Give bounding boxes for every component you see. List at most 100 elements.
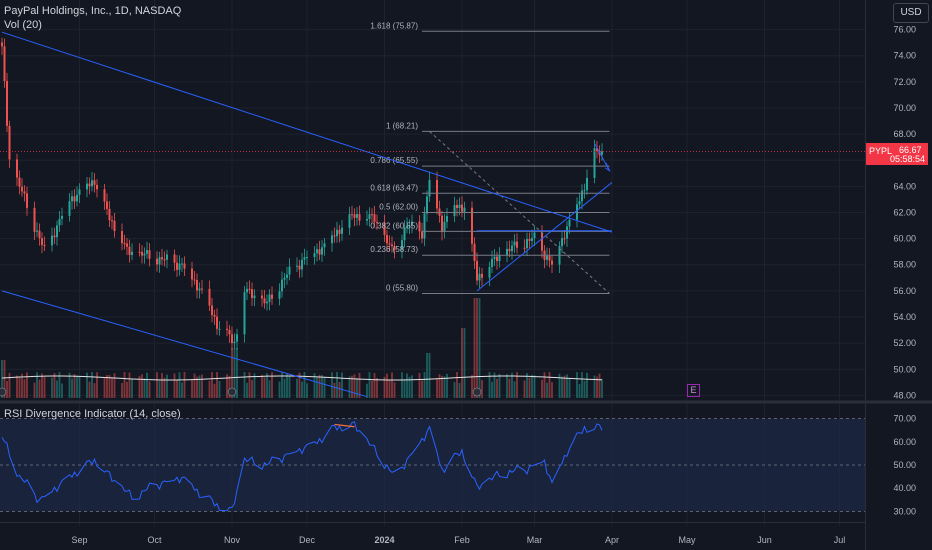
candle-body xyxy=(586,177,588,191)
volume-bar xyxy=(216,372,218,398)
rsi-axis-label: 40.00 xyxy=(893,483,916,493)
volume-bar xyxy=(336,372,338,398)
time-axis-label: Oct xyxy=(147,535,162,545)
volume-bar xyxy=(388,379,391,398)
candle-body xyxy=(463,207,466,212)
candle-body xyxy=(106,201,108,209)
candle-body xyxy=(211,305,213,316)
volume-bar xyxy=(166,374,168,398)
candle-body xyxy=(86,183,88,190)
volume-bar xyxy=(53,373,56,398)
candle-body xyxy=(68,201,71,216)
volume-bar xyxy=(183,372,186,398)
volume-bar xyxy=(158,380,161,398)
volume-bar xyxy=(428,353,431,398)
candle-body xyxy=(411,221,413,226)
candle-body xyxy=(523,247,526,249)
volume-bar xyxy=(43,376,46,398)
volume-bar xyxy=(478,298,481,398)
candle-body xyxy=(471,207,473,244)
candle-body xyxy=(341,227,343,234)
volume-bar xyxy=(263,377,266,398)
volume-bar xyxy=(228,375,231,398)
volume-bar xyxy=(316,377,318,398)
price-axis-label: 68.00 xyxy=(893,129,916,139)
candle-body xyxy=(323,243,326,248)
volume-bar xyxy=(418,373,421,398)
volume-bar xyxy=(196,376,198,398)
volume-bar xyxy=(438,374,441,398)
volume-bar xyxy=(131,378,133,398)
candle-body xyxy=(478,273,481,281)
candle-body xyxy=(338,229,341,234)
candle-body xyxy=(128,246,131,255)
time-axis-label: 2024 xyxy=(374,535,394,545)
volume-bar xyxy=(248,372,251,398)
candle-body xyxy=(436,179,438,209)
candle-body xyxy=(531,238,533,241)
volume-bar xyxy=(128,372,131,398)
candle-body xyxy=(158,257,161,265)
candle-body xyxy=(333,235,336,237)
candle-body xyxy=(318,249,321,255)
volume-bar xyxy=(333,382,336,398)
volume-bar xyxy=(21,373,23,398)
volume-bar xyxy=(491,381,493,398)
candle-body xyxy=(36,230,38,232)
currency-button[interactable]: USD xyxy=(893,3,929,23)
price-countdown: 05:58:54 xyxy=(890,154,926,164)
volume-bar xyxy=(558,373,561,398)
volume-bar xyxy=(93,383,96,398)
volume-bar xyxy=(546,382,548,398)
earnings-marker[interactable]: E xyxy=(687,384,700,397)
rsi-pane xyxy=(0,418,865,512)
candle-body xyxy=(406,225,408,228)
volume-bar xyxy=(6,380,8,398)
volume-bar xyxy=(321,375,323,398)
volume-bar xyxy=(271,372,273,398)
volume-bar xyxy=(121,383,123,398)
candle-body xyxy=(476,260,478,281)
volume-bar xyxy=(578,383,581,398)
candle-body xyxy=(76,194,78,202)
candle-body xyxy=(148,250,151,259)
volume-bar xyxy=(268,380,271,398)
rsi-legend: RSI Divergence Indicator (14, close) xyxy=(4,408,181,420)
candle-body xyxy=(56,225,58,238)
volume-bar xyxy=(23,379,26,398)
projection-arrowhead xyxy=(605,162,611,173)
volume-bar xyxy=(213,383,216,398)
rsi-axis-label: 50.00 xyxy=(893,460,916,470)
candle-body xyxy=(103,189,106,202)
volume-bar xyxy=(173,373,176,398)
candle-body xyxy=(123,243,126,245)
volume-bar xyxy=(386,373,388,398)
candle-body xyxy=(16,159,18,178)
volume-bar xyxy=(596,376,598,398)
candle-body xyxy=(336,229,338,237)
volume-bar xyxy=(408,376,411,398)
price-axis-label: 72.00 xyxy=(893,77,916,87)
candle-body xyxy=(541,232,543,251)
volume-bar xyxy=(78,376,81,398)
volume-bar xyxy=(176,379,178,398)
volume-bar xyxy=(91,372,93,398)
candle-body xyxy=(271,294,273,299)
candle-body xyxy=(181,263,183,265)
volume-bar xyxy=(138,375,141,398)
candle-body xyxy=(166,254,168,260)
rsi-axis-label: 30.00 xyxy=(893,506,916,516)
price-axis-label: 74.00 xyxy=(893,51,916,61)
candle-body xyxy=(508,248,511,252)
volume-bar xyxy=(488,372,491,398)
candle-body xyxy=(236,334,238,342)
candle-body xyxy=(426,196,428,214)
dividend-marker xyxy=(227,387,237,397)
candle-body xyxy=(288,266,291,275)
candle-body xyxy=(1,42,3,47)
candle-body xyxy=(368,214,371,219)
volume-bar xyxy=(146,372,148,398)
candle-body xyxy=(351,214,353,216)
volume-bar xyxy=(541,379,543,398)
